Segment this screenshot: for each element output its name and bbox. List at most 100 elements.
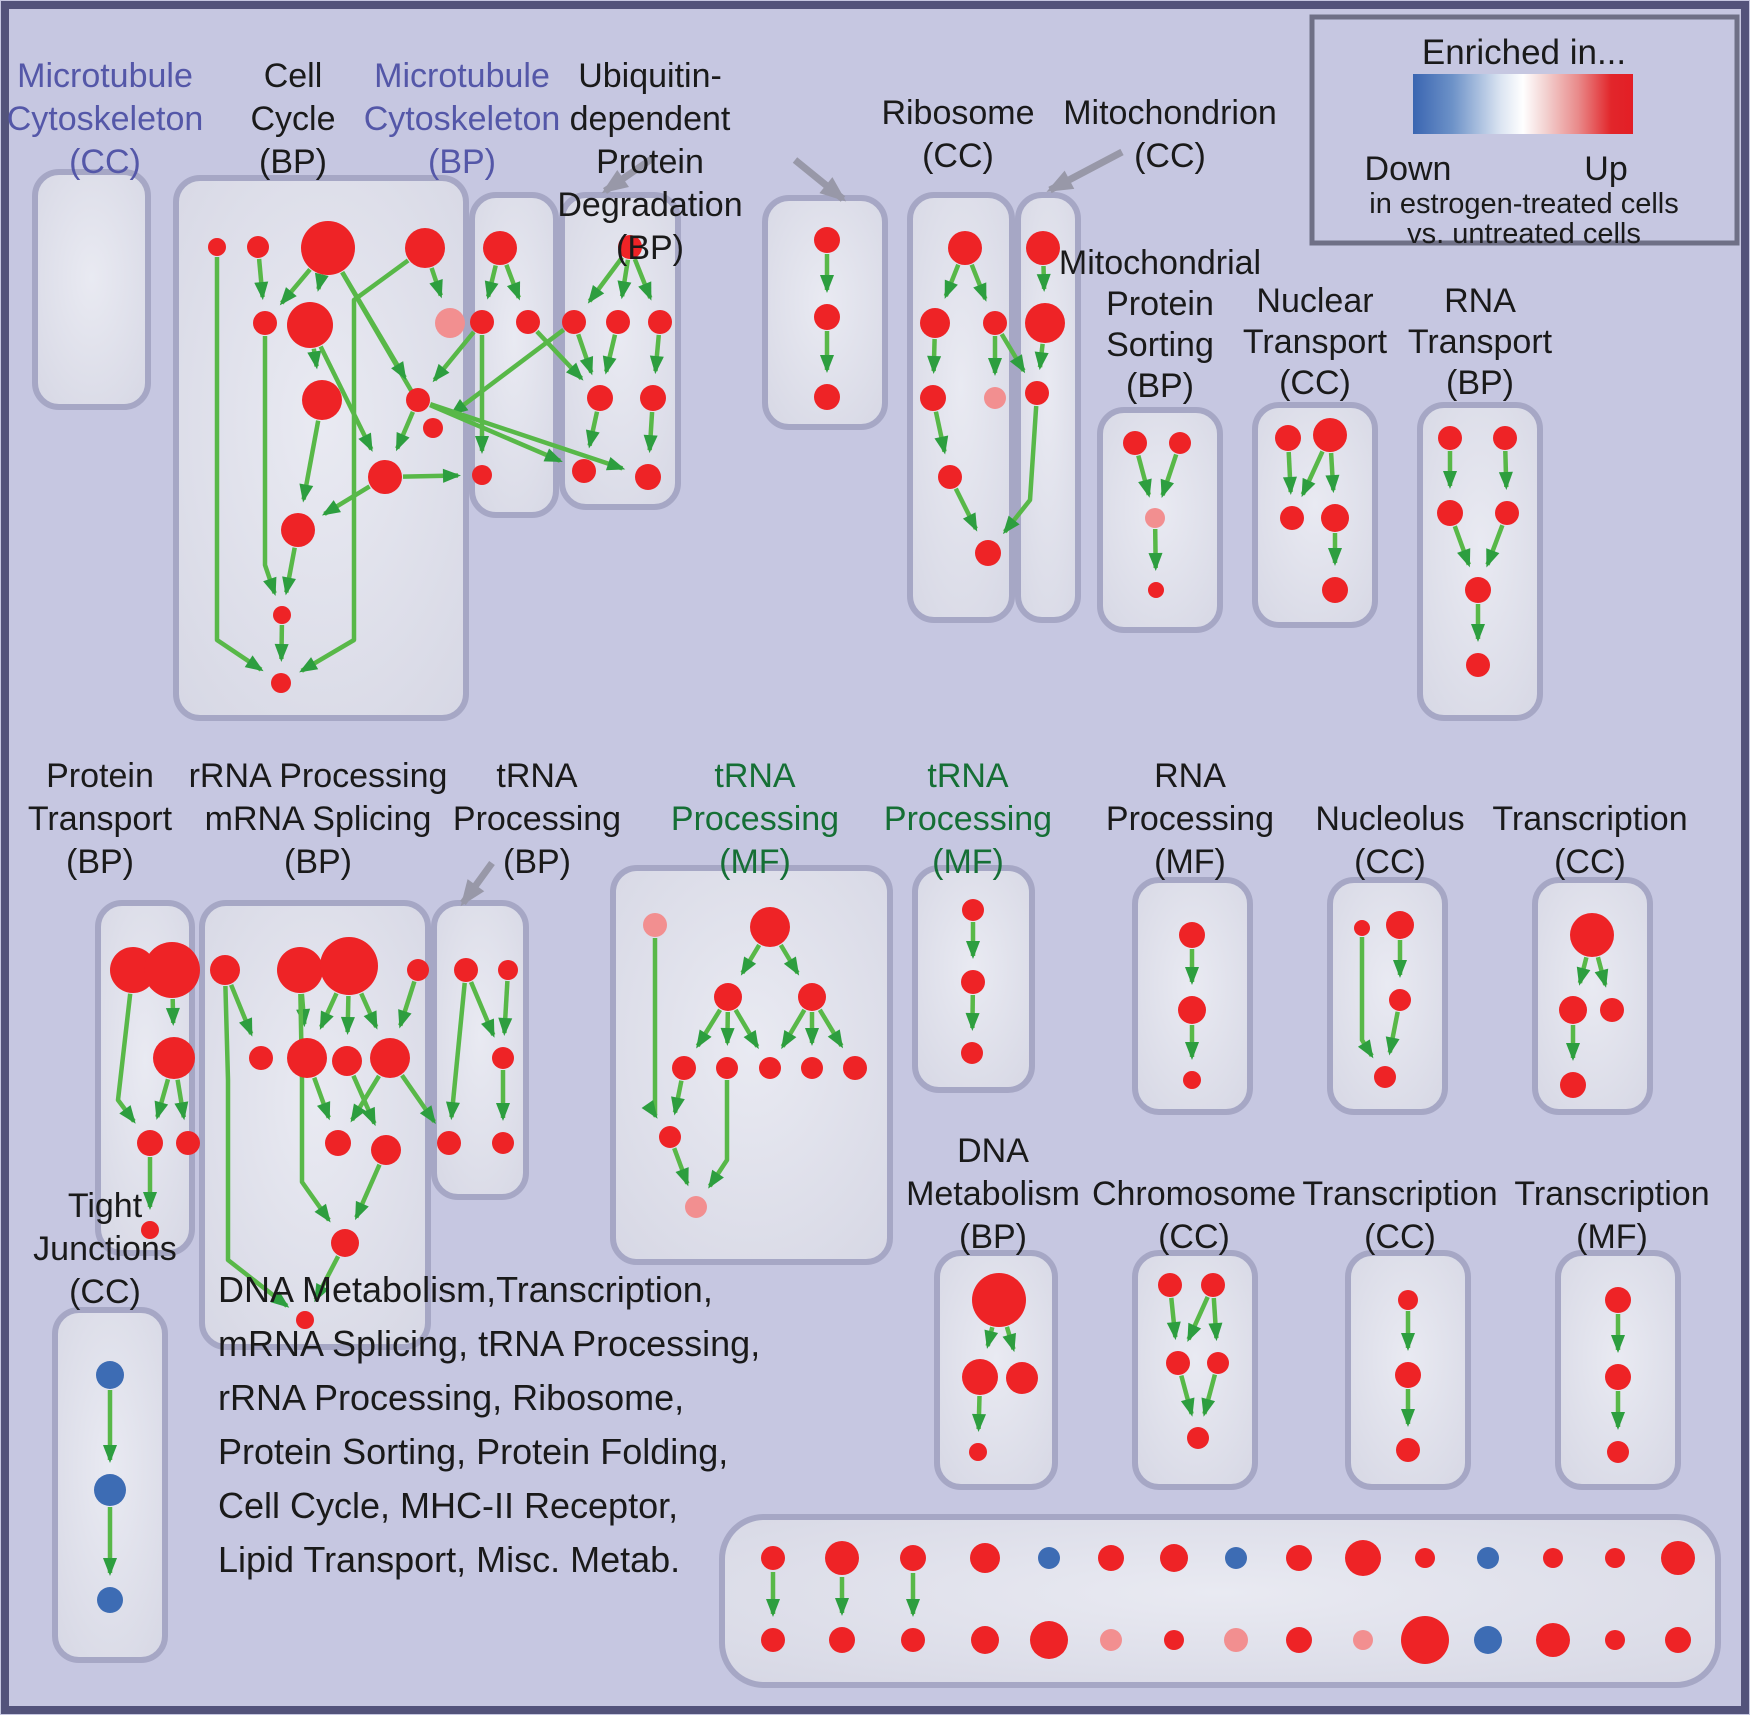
go-term-node-mf3 xyxy=(714,983,742,1011)
go-term-node-j1 xyxy=(1605,1287,1631,1313)
go-term-node-rr3 xyxy=(320,937,378,995)
go-term-node-u7 xyxy=(572,459,596,483)
relation-arrow xyxy=(1036,265,1051,292)
go-term-node-r2 xyxy=(920,308,950,338)
relation-arrow xyxy=(298,993,331,1223)
relation-arrow xyxy=(1186,1295,1210,1343)
cluster-label-nucleartransport: Nuclear Transport (CC) xyxy=(1243,282,1388,402)
relation-arrow xyxy=(1034,343,1049,371)
go-term-node-f3 xyxy=(1396,1438,1420,1462)
relation-arrow xyxy=(214,257,264,672)
go-term-node-tb3 xyxy=(492,1047,514,1069)
relation-arrow xyxy=(318,345,374,452)
go-term-node-m3t xyxy=(970,1543,1000,1573)
relation-arrow xyxy=(1148,528,1163,571)
cluster-box-tcc xyxy=(1532,877,1653,1115)
go-term-node-c7 xyxy=(435,308,465,338)
relation-arrow xyxy=(445,982,467,1121)
cluster-label-tightjunctions: Tight Junctions (CC) xyxy=(33,1187,177,1311)
relation-arrow xyxy=(354,1163,382,1221)
relation-arrow xyxy=(432,330,476,383)
relation-arrow xyxy=(817,1008,844,1049)
cluster-label-ribosome: Ribosome (CC) xyxy=(881,94,1034,175)
cluster-label-rrna: rRNA Processing mRNA Splicing (BP) xyxy=(189,757,448,881)
relation-arrow xyxy=(314,272,329,292)
relation-arrow xyxy=(1136,455,1152,498)
go-term-node-m5b xyxy=(1100,1629,1122,1651)
relation-arrow xyxy=(617,259,632,300)
go-term-node-pt4 xyxy=(137,1130,163,1156)
relation-arrow xyxy=(498,980,513,1036)
go-term-node-m12t xyxy=(1543,1548,1563,1568)
go-term-node-q3 xyxy=(1437,500,1463,526)
go-term-node-u6 xyxy=(640,385,666,411)
go-term-node-mf4 xyxy=(798,983,826,1011)
go-term-node-pt5 xyxy=(176,1131,200,1155)
go-term-node-m2b xyxy=(901,1628,925,1652)
relation-arrow xyxy=(307,348,322,370)
go-term-node-r5 xyxy=(984,387,1006,409)
go-term-node-s3 xyxy=(814,384,840,410)
go-term-node-e3 xyxy=(1166,1351,1190,1375)
relation-arrow xyxy=(504,264,521,301)
label-pointer-arrow-0 xyxy=(601,155,655,194)
go-term-node-q1 xyxy=(1438,426,1462,450)
relation-arrow xyxy=(262,336,277,597)
cluster-label-mtbp: Microtubule Cytoskeleton (BP) xyxy=(364,57,561,181)
relation-arrow xyxy=(321,484,371,516)
go-term-node-q2 xyxy=(1493,426,1517,450)
go-term-node-c5 xyxy=(253,311,277,335)
go-term-node-m4b xyxy=(1030,1621,1068,1659)
cluster-boxes xyxy=(32,169,1681,1663)
go-term-node-mt1 xyxy=(1026,231,1060,265)
cluster-box-chrom xyxy=(1132,1250,1258,1490)
label-pointer-arrow-1 xyxy=(792,157,847,202)
relation-arrow xyxy=(279,267,312,306)
go-term-node-e2 xyxy=(1201,1273,1225,1297)
go-term-node-rr9 xyxy=(325,1130,351,1156)
relation-arrows xyxy=(102,254,1626,1576)
go-term-node-c4 xyxy=(405,228,445,268)
go-term-node-tj1 xyxy=(96,1361,124,1389)
go-term-node-m3b xyxy=(971,1626,999,1654)
cluster-box-singletons xyxy=(719,1514,1721,1688)
relation-arrow xyxy=(576,333,594,376)
go-term-node-d3 xyxy=(1006,1362,1038,1394)
relation-arrow xyxy=(1325,452,1340,494)
go-term-node-mt3 xyxy=(1025,381,1049,405)
go-term-node-n5 xyxy=(1322,577,1348,603)
relation-arrow xyxy=(154,1078,171,1120)
go-term-node-m13t xyxy=(1605,1548,1625,1568)
go-term-node-e1 xyxy=(1158,1273,1182,1297)
legend-up-label: Up xyxy=(1584,150,1627,188)
cluster-label-transcriptioncc_mid: Transcription (CC) xyxy=(1492,800,1687,881)
go-term-node-q4 xyxy=(1495,501,1519,525)
go-term-node-n3 xyxy=(1280,506,1304,530)
relation-arrow xyxy=(312,1076,331,1121)
relation-arrow xyxy=(587,256,625,304)
go-term-node-mf5 xyxy=(672,1056,696,1080)
go-term-node-r4 xyxy=(920,385,946,411)
go-term-node-w2 xyxy=(1559,996,1587,1024)
go-term-node-n4 xyxy=(1321,504,1349,532)
go-term-node-m0b xyxy=(761,1628,785,1652)
relation-arrow xyxy=(1002,1326,1016,1353)
cluster-label-mps: Mitochondrial Protein Sorting (BP) xyxy=(1059,244,1261,405)
cluster-box-nt xyxy=(1252,402,1378,628)
relation-arrow xyxy=(359,992,379,1030)
go-term-node-c3 xyxy=(301,221,355,275)
relation-arrow xyxy=(733,1008,760,1050)
legend-down-label: Down xyxy=(1365,150,1452,188)
go-term-node-q6 xyxy=(1466,653,1490,677)
merged-clusters-note-text: DNA Metabolism,Transcription, mRNA Splici… xyxy=(218,1269,760,1580)
go-term-node-m4t xyxy=(1038,1547,1060,1569)
legend-subtitle-line1: in estrogen-treated cells xyxy=(1369,188,1679,220)
relation-arrow xyxy=(671,1080,685,1116)
go-term-node-pt2 xyxy=(144,942,200,998)
go-term-node-n2 xyxy=(1313,418,1347,452)
relation-arrow xyxy=(174,1079,189,1121)
go-term-node-m11t xyxy=(1477,1547,1499,1569)
go-term-node-rr2 xyxy=(277,947,323,993)
cluster-box-ribosome xyxy=(907,192,1015,623)
